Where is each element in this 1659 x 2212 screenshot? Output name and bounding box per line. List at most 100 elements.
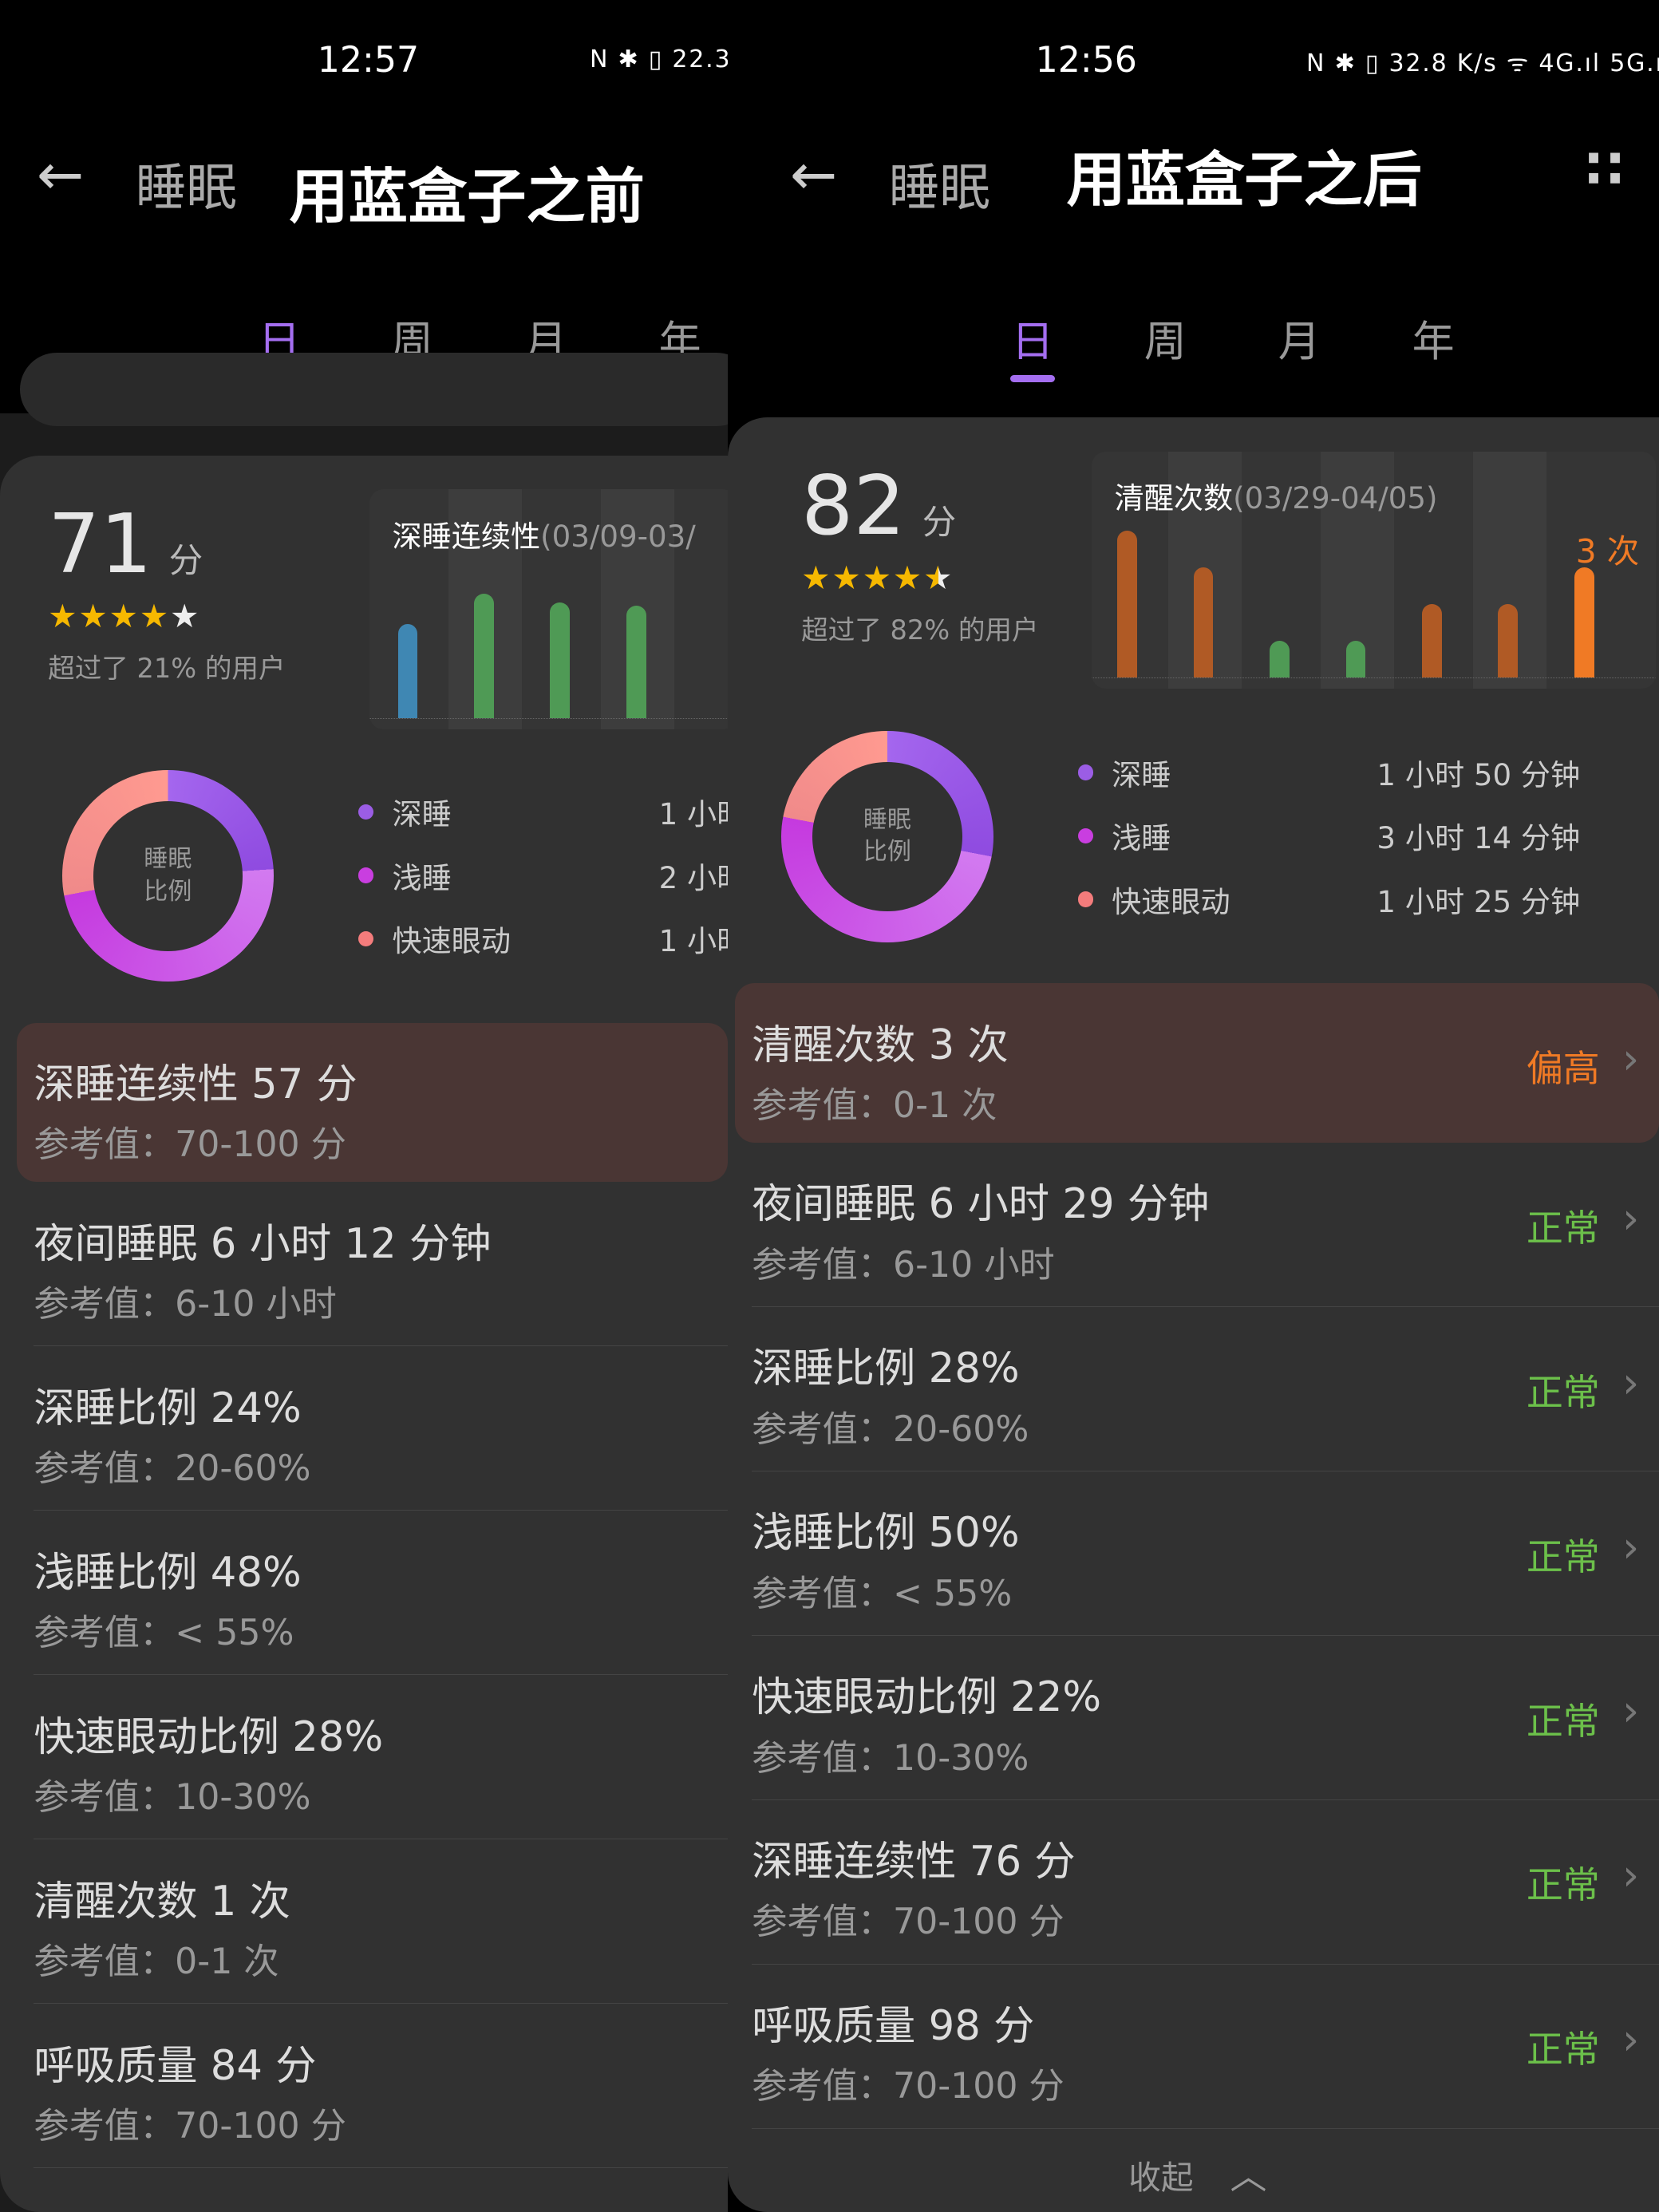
legend-dot [358,930,374,947]
metric-row[interactable]: 深睡连续性 76 分参考值：70-100 分 正常 › [735,1800,1659,1965]
metric-row[interactable]: 夜间睡眠 6 小时 29 分钟 参考值：6-10 小时 正常 › [735,1143,1659,1307]
back-arrow-icon[interactable]: ← [789,140,838,207]
star-icon: ★ [892,558,923,597]
star-icon: ★ [831,558,863,597]
status-icons: N ✱ ▯ 22.3 K/s [589,45,729,73]
trend-chart[interactable]: 清醒次数(03/29-04/05) 3 次 [1092,451,1657,689]
chevron-right-icon: › [1622,1851,1640,1901]
row-divider [34,1674,729,1676]
back-arrow-icon[interactable]: ← [36,140,85,207]
donut-center: 睡眠 比例 [93,801,243,951]
metric-value: 深睡连续性 57 分 [34,1061,357,1109]
legend-label: 浅睡 [392,860,452,895]
chart-metric: 清醒次数 [1114,480,1234,515]
metric-reference: 参考值：6-10 小时 [752,1244,1055,1286]
star-icon: ★ [139,596,170,635]
row-divider [34,2167,729,2169]
metric-status: 正常 [1526,2028,1600,2072]
legend-dot [1077,828,1094,844]
row-divider [752,1305,1659,1307]
metric-row[interactable]: 呼吸质量 84 分参考值：70-100 分 [17,2004,729,2169]
chart-bar[interactable] [473,594,494,718]
chart-bar[interactable] [1421,603,1442,677]
donut-center-line1: 睡眠 [863,805,911,834]
collapse-label: 收起 [1128,2158,1194,2197]
chevron-right-icon: › [1622,1193,1640,1243]
score-unit: 分 [168,541,203,581]
chart-metric: 深睡连续性 [392,519,541,554]
metric-row[interactable]: 浅睡比例 48% 参考值：< 55% [17,1511,729,1676]
metric-value: 清醒次数 3 次 [752,1021,1009,1069]
donut-center-line2: 比例 [144,877,192,906]
legend-dot [1077,891,1094,907]
sleep-score: 71 [48,496,152,592]
row-divider [34,1510,729,1511]
metric-value: 深睡比例 28% [752,1345,1020,1393]
metric-row[interactable]: 深睡比例 28% 参考值：20-60% 正常 › [735,1307,1659,1471]
star-icon: ★ [109,596,140,635]
metric-row[interactable]: 快速眼动比例 28% 参考值：10-30% [17,1675,729,1840]
row-divider [34,2003,729,2005]
metric-row[interactable]: 快速眼动比例 22% 参考值：10-30% 正常 › [735,1636,1659,1800]
chart-bar[interactable] [1345,640,1366,677]
sleep-summary-card [728,417,1659,2212]
metric-reference: 参考值：< 55% [752,1573,1013,1614]
star-icon: ★ [801,558,832,597]
metric-row[interactable]: 呼吸质量 98 分参考值：70-100 分 正常 › [735,1965,1659,2129]
sleep-score: 82 [801,459,906,555]
donut-center: 睡眠 比例 [812,761,962,911]
status-time: 12:57 [317,39,420,81]
metric-row[interactable]: 夜间睡眠 6 小时 12 分钟 参考值：6-10 小时 [17,1182,729,1347]
metric-value: 夜间睡眠 6 小时 29 分钟 [752,1180,1210,1229]
status-icons: N ✱ ▯ 32.8 K/s ᯤ 4G.ıl 5G.ıl 84 [1306,49,1659,77]
trend-chart[interactable]: 深睡连续性(03/09-03/ [369,489,729,729]
legend-value: 1 小时 [658,797,729,831]
chart-bar[interactable] [550,602,571,718]
star-icon: ★ [923,558,954,597]
donut-center-line1: 睡眠 [144,845,192,874]
legend-value: 1 小时 [658,924,729,959]
tab-month[interactable]: 月 [1278,317,1321,367]
legend-dot [358,867,374,883]
donut-center-line2: 比例 [863,838,911,867]
chart-bar[interactable] [1574,567,1594,677]
tab-year[interactable]: 年 [1412,317,1455,367]
metric-reference: 参考值：< 55% [34,1613,294,1654]
metric-row[interactable]: 清醒次数 3 次参考值：0-1 次 偏高 › [735,983,1659,1143]
chart-date-range: (03/29-04/05) [1233,480,1438,515]
metric-row[interactable]: 深睡比例 24% 参考值：20-60% [17,1346,729,1511]
chart-title: 深睡连续性(03/09-03/ [392,512,695,555]
metric-row[interactable]: 浅睡比例 50% 参考值：< 55% 正常 › [735,1471,1659,1636]
metric-reference: 参考值：0-1 次 [752,1084,997,1126]
chart-bar[interactable] [1270,640,1290,677]
star-icon: ★ [169,596,201,635]
chart-bar[interactable] [397,623,418,718]
more-icon[interactable]: ∷ [1586,138,1632,201]
sleep-ratio-donut[interactable]: 睡眠 比例 [61,770,274,982]
chart-baseline [369,717,729,719]
sleep-score-box: 82 分 [801,461,956,551]
chart-bar[interactable] [626,605,646,718]
legend-label: 快速眼动 [1112,884,1230,919]
metric-reference: 参考值：6-10 小时 [34,1284,337,1325]
metric-reference: 参考值：10-30% [34,1777,311,1818]
tab-day[interactable]: 日 [1011,317,1054,367]
chart-annotation: 3 次 [1575,531,1640,571]
row-divider [752,1799,1659,1800]
chart-date-range: (03/09-03/ [540,519,696,554]
legend-dot [358,804,374,820]
previous-card-edge [19,352,729,426]
chart-bar[interactable] [1498,603,1519,677]
metric-value: 清醒次数 1 次 [34,1877,290,1926]
collapse-button[interactable]: 收起 ︿ [1128,2147,1266,2200]
tab-week[interactable]: 周 [1144,317,1187,367]
row-divider [752,1634,1659,1636]
metric-row[interactable]: 清醒次数 1 次参考值：0-1 次 [17,1839,729,2005]
sleep-ratio-donut[interactable]: 睡眠 比例 [781,730,993,942]
chart-bar[interactable] [1117,530,1137,677]
metric-reference: 参考值：20-60% [34,1448,311,1490]
metric-row[interactable]: 深睡连续性 57 分参考值：70-100 分 [17,1022,729,1183]
metric-value: 呼吸质量 84 分 [34,2041,317,2090]
chart-bar[interactable] [1193,567,1214,677]
